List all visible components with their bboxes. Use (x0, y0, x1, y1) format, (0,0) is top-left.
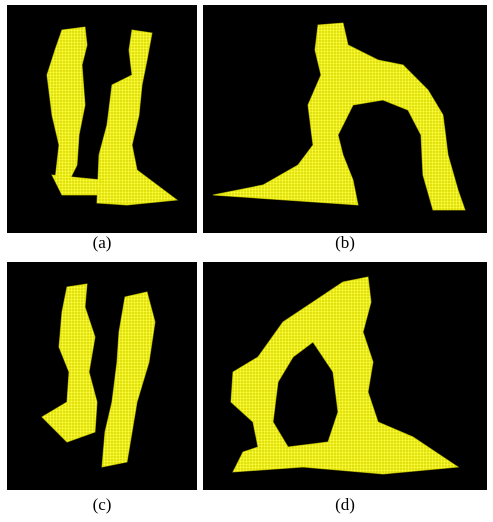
panel-label: (a) (93, 233, 112, 252)
panel-label: (c) (93, 495, 112, 514)
panel-a (7, 5, 197, 233)
panel-d (203, 262, 487, 490)
figure: (a) (b) (c) (d) (0, 0, 493, 522)
panel-label: (b) (335, 233, 355, 252)
page: (a) (b) (c) (d) (() => { const data = JS… (0, 0, 493, 522)
panel-background (7, 262, 197, 490)
panel-c (7, 262, 197, 490)
panel-label: (d) (335, 495, 355, 514)
panel-b (203, 5, 487, 233)
